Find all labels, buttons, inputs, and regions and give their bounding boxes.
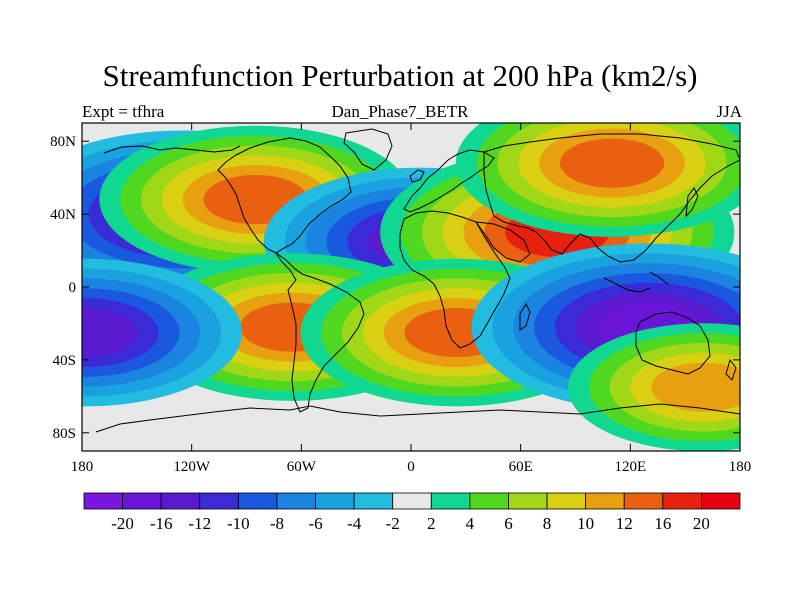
colorbar-swatch xyxy=(122,492,162,510)
x-tick-label: 60W xyxy=(287,459,317,475)
colorbar-label: 6 xyxy=(504,514,513,533)
colorbar-swatch xyxy=(430,492,471,510)
colorbar-swatch xyxy=(237,492,278,510)
colorbar-swatch xyxy=(508,492,548,510)
colorbar-swatch xyxy=(469,492,509,510)
colorbar-label: 4 xyxy=(466,514,475,533)
x-tick-label: 120E xyxy=(614,459,646,475)
colorbar-label: -4 xyxy=(347,514,362,533)
contour-fill xyxy=(82,307,138,358)
coastlines xyxy=(95,128,740,433)
colorbar-swatch xyxy=(353,492,394,510)
colorbar-label: 8 xyxy=(543,514,552,533)
colorbar-label: 12 xyxy=(616,514,633,533)
y-tick-label: 40N xyxy=(50,207,76,223)
colorbar-swatch xyxy=(546,492,587,510)
colorbar: -20 -16 -12 -10 -8 -6 -4 -2 2 4 6 8 10 12 16 20 xyxy=(83,492,741,533)
y-tick-label: 0 xyxy=(69,280,77,296)
colorbar-swatch xyxy=(83,492,123,510)
experiment-label: Expt = tfhra xyxy=(82,102,165,121)
colorbar-swatch xyxy=(701,492,741,510)
y-tick-label: 40S xyxy=(53,353,76,369)
x-tick-label: 180 xyxy=(71,459,94,475)
streamfunction-field xyxy=(82,123,740,451)
colorbar-label: 16 xyxy=(654,514,671,533)
colorbar-swatch xyxy=(276,492,316,510)
colorbar-label: -8 xyxy=(270,514,284,533)
y-tick-label: 80S xyxy=(53,426,76,442)
colorbar-swatch xyxy=(585,492,625,510)
x-tick-label: 180 xyxy=(729,459,752,475)
field-feature xyxy=(82,258,242,407)
colorbar-label: -16 xyxy=(150,514,173,533)
colorbar-label: 2 xyxy=(427,514,436,533)
colorbar-label: -2 xyxy=(386,514,400,533)
field-feature xyxy=(455,123,740,237)
colorbar-swatch xyxy=(623,492,664,510)
colorbar-swatch xyxy=(662,492,702,510)
colorbar-swatch xyxy=(315,492,355,510)
colorbar-swatch xyxy=(392,492,432,510)
colorbar-label: -20 xyxy=(111,514,134,533)
colorbar-label: -10 xyxy=(227,514,250,533)
colorbar-swatch xyxy=(160,492,201,510)
colorbar-label: 20 xyxy=(693,514,710,533)
contour-fill xyxy=(559,138,665,188)
x-tick-label: 0 xyxy=(407,459,415,475)
y-tick-label: 80N xyxy=(50,134,76,150)
chart-title: Streamfunction Perturbation at 200 hPa (… xyxy=(102,58,698,93)
x-tick-label: 120W xyxy=(173,459,211,475)
field-feature xyxy=(568,323,740,451)
colorbar-label: -6 xyxy=(308,514,322,533)
x-tick-label: 60E xyxy=(509,459,533,475)
colorbar-label: 10 xyxy=(577,514,594,533)
colorbar-swatch xyxy=(199,492,239,510)
case-label: Dan_Phase7_BETR xyxy=(331,102,469,121)
contour-fill xyxy=(651,362,740,412)
axes: 180 120W 60W 0 60E 120E 180 80N 40N 0 40S 80S xyxy=(50,123,751,475)
season-label: JJA xyxy=(716,102,742,121)
colorbar-label: -12 xyxy=(188,514,211,533)
